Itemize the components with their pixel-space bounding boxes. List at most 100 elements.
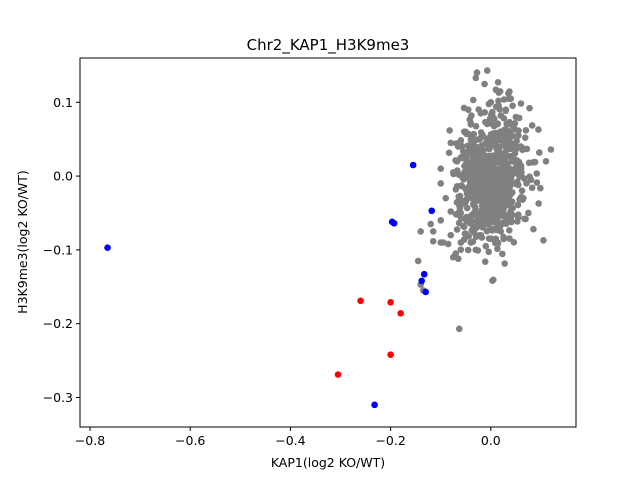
data-point bbox=[471, 197, 478, 205]
data-point bbox=[535, 126, 542, 133]
data-point bbox=[510, 239, 518, 246]
plot-frame bbox=[79, 57, 577, 428]
data-point bbox=[472, 74, 480, 82]
data-point bbox=[478, 207, 486, 215]
data-point bbox=[490, 154, 498, 161]
data-point bbox=[506, 88, 513, 95]
data-point bbox=[442, 194, 450, 202]
data-point bbox=[505, 95, 513, 103]
data-point bbox=[447, 139, 455, 147]
data-point bbox=[473, 69, 481, 76]
data-point bbox=[500, 139, 508, 147]
data-point bbox=[496, 105, 503, 113]
data-point bbox=[454, 255, 462, 263]
data-point bbox=[481, 80, 488, 88]
data-point bbox=[463, 213, 471, 221]
data-point bbox=[457, 246, 465, 253]
data-point bbox=[418, 277, 425, 285]
data-point bbox=[481, 258, 489, 265]
data-point bbox=[494, 200, 502, 208]
data-point bbox=[468, 180, 475, 187]
data-point bbox=[429, 228, 437, 235]
data-point bbox=[521, 134, 529, 141]
data-point bbox=[493, 145, 500, 152]
data-point bbox=[417, 228, 424, 235]
data-point bbox=[429, 237, 437, 245]
data-point bbox=[506, 179, 514, 187]
data-point bbox=[455, 325, 463, 333]
data-point bbox=[536, 149, 543, 156]
data-point bbox=[469, 155, 477, 163]
data-point bbox=[510, 170, 518, 177]
data-point bbox=[506, 134, 514, 142]
data-point bbox=[484, 195, 491, 202]
data-point bbox=[489, 187, 496, 194]
data-point bbox=[446, 127, 453, 134]
data-point bbox=[540, 236, 547, 244]
data-point bbox=[494, 245, 501, 253]
data-point bbox=[522, 127, 530, 134]
data-point bbox=[479, 131, 486, 139]
data-point bbox=[481, 153, 488, 160]
data-point bbox=[535, 200, 542, 207]
x-tick-label: 0.0 bbox=[481, 433, 501, 448]
data-point bbox=[508, 140, 516, 147]
data-point bbox=[500, 130, 508, 138]
data-point bbox=[481, 109, 489, 116]
data-point bbox=[501, 160, 509, 168]
data-point bbox=[487, 176, 494, 184]
data-point bbox=[478, 234, 486, 241]
data-point bbox=[460, 104, 468, 112]
data-point bbox=[471, 149, 478, 157]
data-point bbox=[459, 174, 466, 182]
data-point bbox=[475, 161, 482, 169]
data-point bbox=[463, 204, 471, 212]
data-point bbox=[507, 216, 515, 224]
data-point bbox=[479, 198, 486, 206]
data-point bbox=[466, 145, 473, 152]
data-point bbox=[387, 298, 394, 306]
y-axis: −0.3 −0.2 −0.1 0.0 0.1 bbox=[43, 95, 80, 405]
data-point bbox=[509, 102, 516, 110]
data-point bbox=[516, 196, 523, 203]
data-point bbox=[486, 115, 494, 122]
data-point bbox=[537, 184, 544, 192]
data-point bbox=[387, 351, 394, 358]
data-point bbox=[482, 189, 490, 197]
data-point bbox=[473, 182, 481, 190]
data-point bbox=[461, 230, 469, 237]
data-point bbox=[466, 163, 473, 170]
data-point bbox=[437, 180, 445, 187]
data-point bbox=[522, 215, 529, 223]
data-point bbox=[488, 134, 496, 142]
data-point bbox=[516, 173, 523, 180]
data-point bbox=[530, 225, 537, 233]
y-tick-label: −0.1 bbox=[43, 242, 73, 257]
data-point bbox=[503, 120, 511, 128]
data-point bbox=[489, 208, 496, 215]
y-tick-label: 0.1 bbox=[53, 95, 73, 110]
x-tick-label: −0.8 bbox=[75, 433, 105, 448]
data-point bbox=[528, 122, 536, 129]
y-tick-label: −0.3 bbox=[43, 390, 73, 405]
data-point bbox=[547, 146, 555, 153]
data-point bbox=[422, 288, 430, 296]
data-point bbox=[437, 239, 445, 246]
data-point bbox=[357, 297, 364, 305]
data-point bbox=[455, 219, 463, 227]
data-point bbox=[525, 159, 533, 167]
data-point bbox=[470, 130, 477, 138]
data-point bbox=[474, 247, 482, 254]
data-point bbox=[494, 120, 501, 127]
data-point bbox=[494, 240, 502, 248]
data-point bbox=[468, 227, 476, 234]
data-point bbox=[437, 165, 445, 172]
data-point bbox=[483, 160, 491, 168]
data-point bbox=[485, 248, 493, 256]
data-point bbox=[484, 120, 491, 128]
data-point bbox=[447, 208, 455, 215]
chart-title: Chr2_KAP1_H3K9me3 bbox=[247, 36, 410, 55]
y-tick-label: 0.0 bbox=[53, 169, 73, 184]
data-point bbox=[514, 218, 521, 225]
